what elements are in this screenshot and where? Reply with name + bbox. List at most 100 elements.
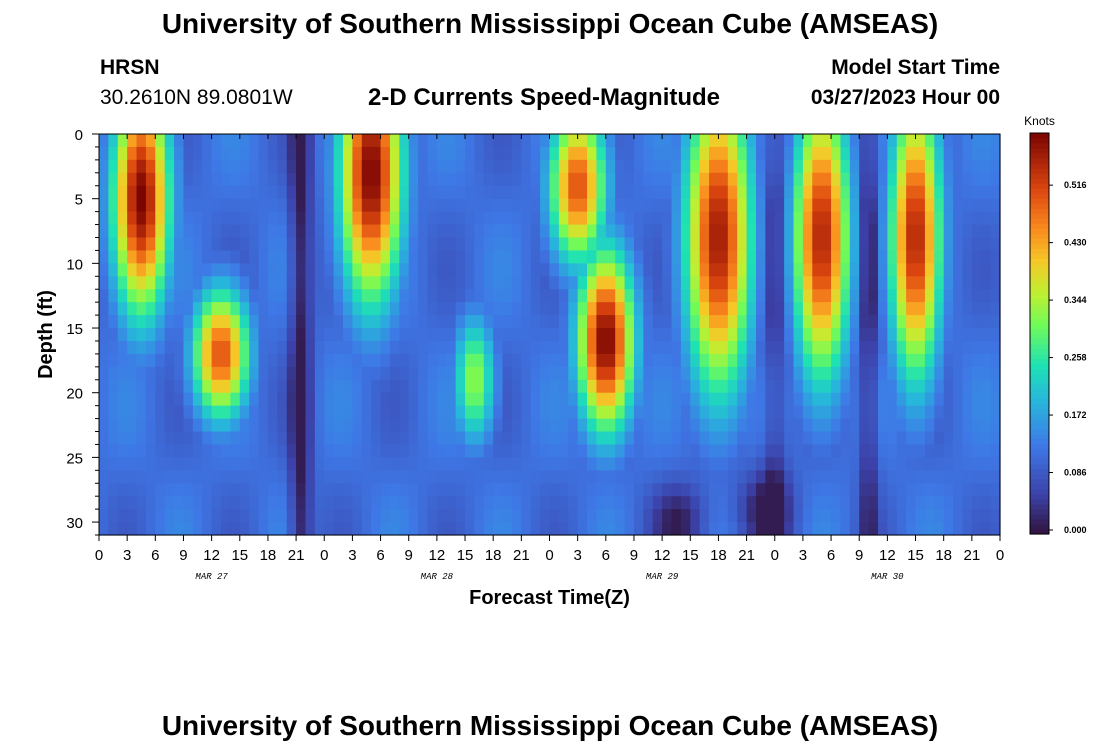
heatmap-cell [145,483,156,497]
heatmap-cell [145,289,156,303]
heatmap-cell [596,418,607,433]
heatmap-cell [352,522,363,536]
colorbar-step [1030,208,1049,214]
colorbar-step [1030,408,1049,415]
heatmap-cell [493,276,504,290]
heatmap-cell [277,483,288,497]
heatmap-cell [652,353,663,368]
heatmap-cell [221,405,231,420]
heatmap-cell [802,224,813,239]
heatmap-cell [155,379,166,394]
heatmap-cell [399,496,410,510]
heatmap-cell [615,418,626,433]
heatmap-cell [690,379,701,394]
heatmap-cell [305,328,316,342]
heatmap-cell [333,392,344,407]
heatmap-cell [615,340,626,355]
heatmap-cell [221,509,231,523]
heatmap-cell [343,444,354,458]
heatmap-cell [267,263,278,277]
x-tick-label: 9 [855,547,863,564]
heatmap-cell [117,224,128,239]
heatmap-cell [155,146,166,161]
heatmap-cell [352,340,363,355]
heatmap-cell [615,470,626,484]
heatmap-cell [587,146,598,161]
heatmap-cell [990,159,1001,174]
heatmap-cell [624,392,635,407]
heatmap-cell [258,224,269,239]
heatmap-cell [249,328,260,342]
heatmap-cell [333,224,344,239]
heatmap-cell [164,366,175,381]
heatmap-cell [155,289,166,303]
heatmap-cell [530,250,541,264]
heatmap-cell [211,457,222,471]
heatmap-cell [662,470,673,484]
heatmap-cell [296,431,307,446]
heatmap-cell [108,509,119,523]
heatmap-cell [343,134,354,148]
heatmap-cell [511,353,522,368]
heatmap-cell [943,444,954,458]
heatmap-cell [896,289,907,303]
heatmap-cell [849,366,860,381]
heatmap-cell [755,185,766,200]
colorbar-step [1030,243,1049,249]
heatmap-cell [793,483,804,497]
heatmap-cell [849,328,860,342]
heatmap-cell [277,379,288,394]
footer-title: University of Southern Mississippi Ocean… [161,710,939,741]
heatmap-cell [258,315,269,329]
heatmap-cell [108,185,119,200]
heatmap-cell [136,237,147,252]
heatmap-cell [164,289,175,303]
heatmap-cell [615,522,626,536]
heatmap-cell [99,340,109,355]
heatmap-cell [521,353,532,368]
heatmap-cell [314,198,325,213]
heatmap-cell [709,250,720,264]
heatmap-cell [183,224,194,239]
heatmap-cell [887,431,898,446]
heatmap-cell [333,483,344,497]
heatmap-cell [305,134,316,148]
heatmap-cell [558,224,569,239]
heatmap-cell [737,211,748,226]
heatmap-cell [145,379,156,394]
heatmap-cell [511,185,522,200]
heatmap-cell [774,185,785,200]
heatmap-cell [596,250,607,264]
colorbar-step [1030,283,1049,289]
heatmap-cell [483,302,494,316]
heatmap-cell [934,366,945,381]
heatmap-cell [408,250,419,264]
heatmap-cell [859,522,870,536]
heatmap-cell [343,496,354,510]
heatmap-cell [971,172,982,187]
colorbar-step [1030,233,1049,239]
heatmap-cell [577,431,588,446]
heatmap-cell [108,392,119,407]
heatmap-cell [868,444,879,458]
heatmap-cell [305,211,316,226]
heatmap-cell [305,522,316,536]
heatmap-cell [633,185,644,200]
heatmap-cell [361,418,372,433]
colorbar-step [1030,328,1049,335]
heatmap-cell [502,185,513,200]
heatmap-cell [380,509,391,523]
heatmap-cell [840,172,851,187]
heatmap-cell [418,496,429,510]
heatmap-cell [230,237,241,252]
heatmap-cell [117,405,128,420]
heatmap-cell [258,211,269,226]
heatmap-cell [587,328,598,342]
heatmap-cell [633,509,644,523]
x-tick-label: 12 [203,547,220,564]
heatmap-cell [849,134,860,148]
heatmap-cell [540,198,551,213]
heatmap-cell [596,224,607,239]
heatmap-cell [418,159,429,174]
heatmap-cell [530,431,541,446]
